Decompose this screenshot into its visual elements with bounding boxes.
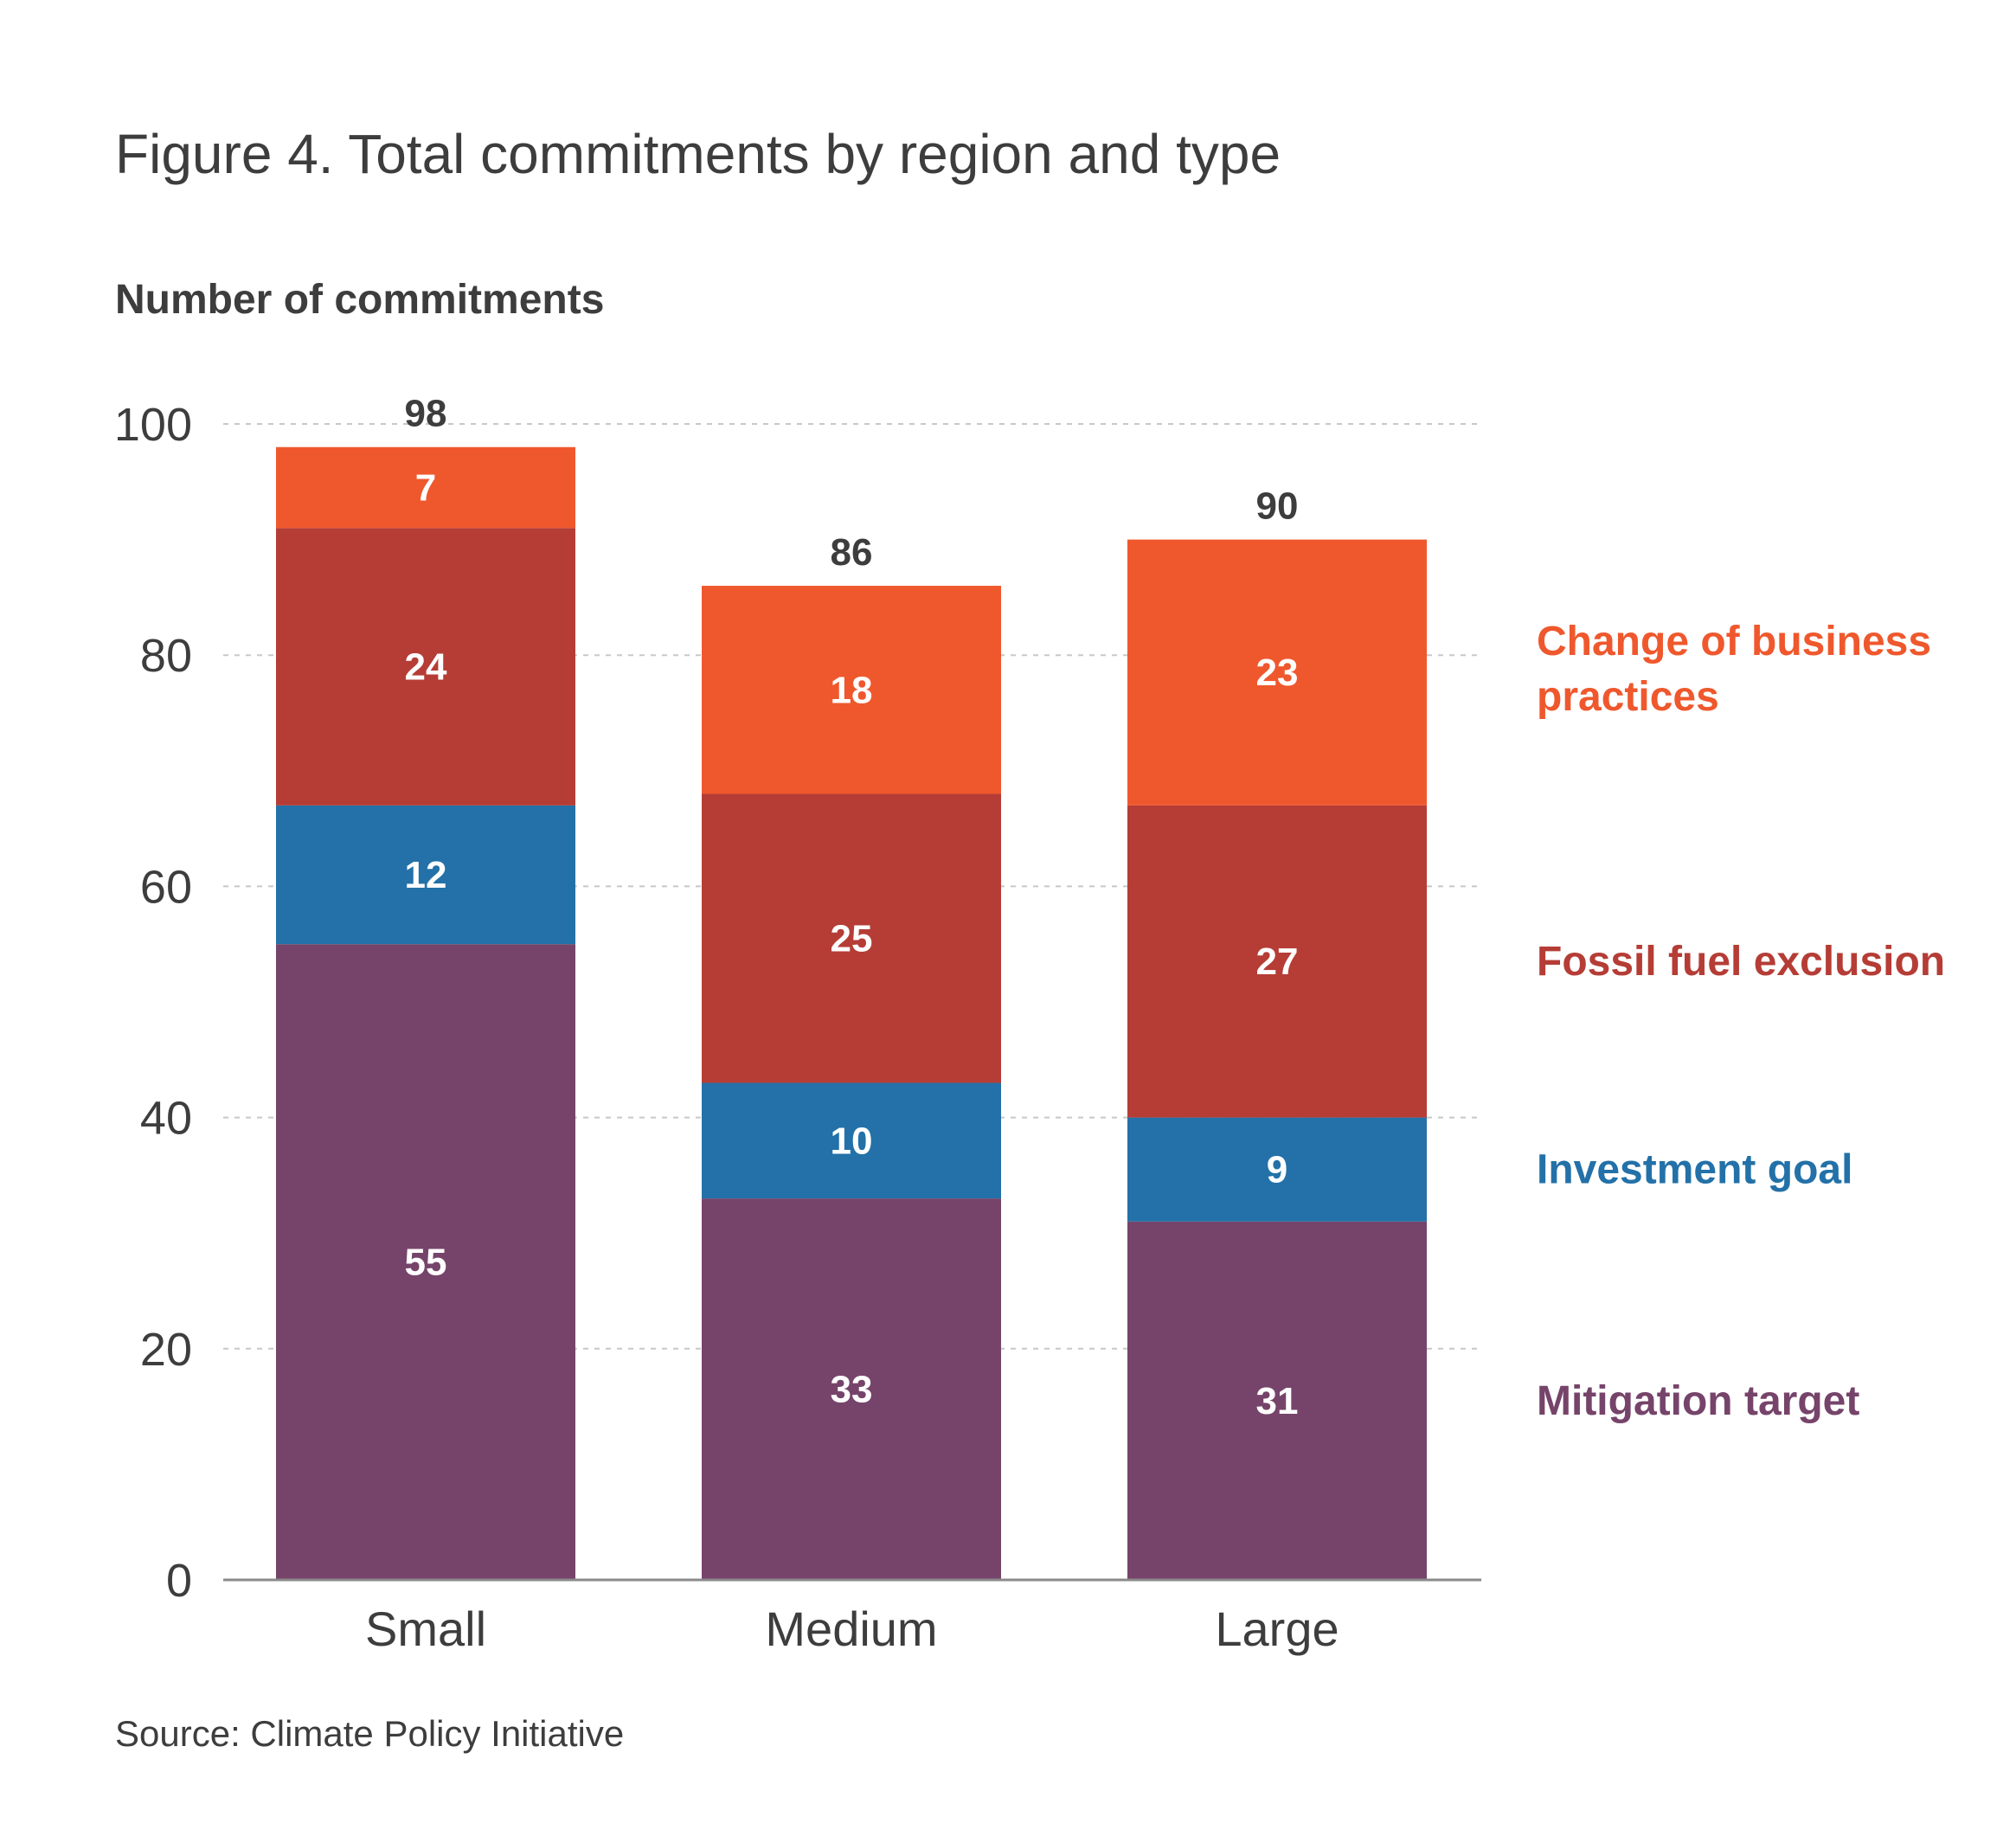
y-tick-20: 20 bbox=[140, 1324, 192, 1376]
value-label-small-investment-goal: 12 bbox=[405, 854, 447, 896]
legend-line-mitigation-target-0: Mitigation target bbox=[1537, 1378, 1859, 1424]
value-label-large-change-of-business-practices: 23 bbox=[1256, 652, 1299, 694]
bar-large-change-of-business-practices bbox=[1127, 539, 1427, 806]
total-label-medium: 86 bbox=[831, 531, 873, 574]
y-axis-label: Number of commitments bbox=[115, 277, 604, 323]
x-tick-medium: Medium bbox=[765, 1602, 937, 1656]
y-tick-100: 100 bbox=[114, 399, 192, 451]
bar-value-labels: 55 12 24 7 33 10 25 18 31 9 27 23 bbox=[405, 466, 1299, 1422]
y-tick-0: 0 bbox=[166, 1555, 192, 1607]
value-label-medium-fossil-fuel-exclusion: 25 bbox=[831, 918, 873, 960]
chart-title: Figure 4. Total commitments by region an… bbox=[115, 123, 1281, 185]
value-label-medium-mitigation-target: 33 bbox=[831, 1369, 873, 1411]
bar-medium-fossil-fuel-exclusion bbox=[702, 793, 1001, 1083]
bar-large-fossil-fuel-exclusion bbox=[1127, 805, 1427, 1118]
x-tick-large: Large bbox=[1215, 1602, 1339, 1656]
value-label-small-fossil-fuel-exclusion: 24 bbox=[405, 646, 447, 689]
value-label-small-change-of-business-practices: 7 bbox=[415, 466, 436, 509]
bar-small-fossil-fuel-exclusion bbox=[276, 528, 575, 806]
x-tick-small: Small bbox=[365, 1602, 486, 1656]
bar-medium-mitigation-target bbox=[702, 1198, 1001, 1580]
legend-line-change-of-business-practices-0: Change of business bbox=[1537, 619, 1931, 664]
legend-line-fossil-fuel-exclusion-0: Fossil fuel exclusion bbox=[1537, 939, 1945, 985]
bar-small-mitigation-target bbox=[276, 944, 575, 1580]
legend-mitigation-target: Mitigation target bbox=[1537, 1378, 1859, 1424]
x-axis-ticks: Small Medium Large bbox=[365, 1602, 1339, 1656]
legend-line-change-of-business-practices-1: practices bbox=[1537, 674, 1719, 720]
bar-large-mitigation-target bbox=[1127, 1221, 1427, 1580]
value-label-large-investment-goal: 9 bbox=[1267, 1149, 1287, 1191]
bar-small-investment-goal bbox=[276, 805, 575, 945]
value-label-large-fossil-fuel-exclusion: 27 bbox=[1256, 940, 1299, 983]
legend-investment-goal: Investment goal bbox=[1537, 1147, 1852, 1193]
total-label-small: 98 bbox=[405, 393, 447, 435]
legend-line-investment-goal-0: Investment goal bbox=[1537, 1147, 1852, 1193]
y-tick-60: 60 bbox=[140, 861, 192, 913]
chart-source: Source: Climate Policy Initiative bbox=[115, 1713, 624, 1754]
legend: Mitigation target Investment goal Fossil f… bbox=[1537, 619, 1945, 1424]
y-tick-80: 80 bbox=[140, 630, 192, 682]
bar-small-change-of-business-practices bbox=[276, 446, 575, 529]
bar-medium-change-of-business-practices bbox=[702, 586, 1001, 794]
legend-change-of-business-practices: Change of business practices bbox=[1537, 619, 1931, 720]
total-label-large: 90 bbox=[1256, 485, 1299, 528]
bar-total-labels: 98 86 90 bbox=[405, 393, 1299, 574]
value-label-large-mitigation-target: 31 bbox=[1256, 1380, 1299, 1422]
bar-large-investment-goal bbox=[1127, 1117, 1427, 1222]
value-label-medium-change-of-business-practices: 18 bbox=[831, 669, 873, 711]
value-label-medium-investment-goal: 10 bbox=[831, 1120, 873, 1162]
bars bbox=[276, 446, 1427, 1580]
legend-fossil-fuel-exclusion: Fossil fuel exclusion bbox=[1537, 939, 1945, 985]
y-tick-40: 40 bbox=[140, 1093, 192, 1145]
bar-medium-investment-goal bbox=[702, 1082, 1001, 1199]
value-label-small-mitigation-target: 55 bbox=[405, 1242, 447, 1284]
y-axis-ticks: 0 20 40 60 80 100 bbox=[114, 399, 192, 1607]
